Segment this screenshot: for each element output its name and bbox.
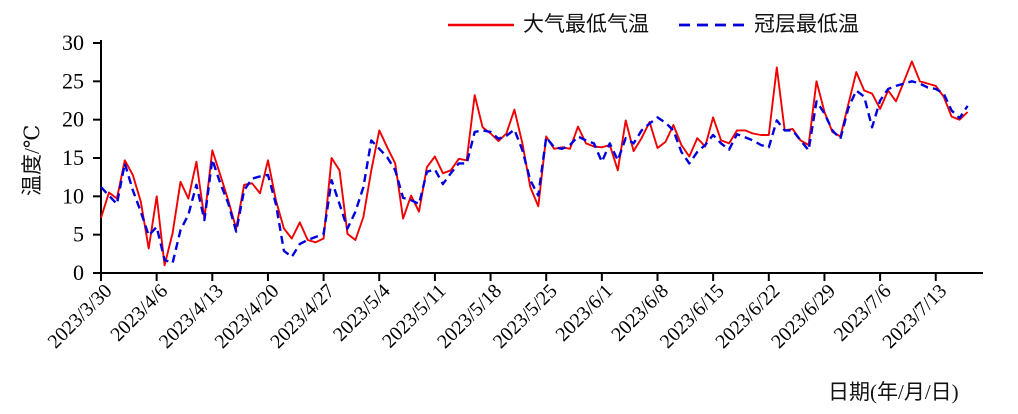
y-tick-label: 20 (62, 107, 84, 132)
legend-label-canopy-min-temp: 冠层最低温 (754, 12, 859, 36)
y-tick-label: 0 (73, 260, 84, 285)
y-tick-label: 15 (62, 145, 84, 170)
series-line-canopy-min-temp (100, 80, 969, 265)
y-tick-label: 10 (62, 183, 84, 208)
y-tick-label: 25 (62, 68, 84, 93)
red-solid-line-icon (448, 23, 514, 26)
legend: 大气最低气温 冠层最低温 (448, 14, 859, 35)
y-tick-label: 5 (73, 222, 84, 247)
x-tick-label: 2023/6/1 (552, 280, 618, 346)
legend-item-air-min-temp: 大气最低气温 (448, 14, 649, 35)
y-tick-label: 30 (62, 30, 84, 55)
legend-item-canopy-min-temp: 冠层最低温 (679, 14, 859, 35)
blue-dashed-line-icon (679, 23, 745, 26)
y-axis-title: 温度/℃ (20, 124, 44, 196)
x-axis-title: 日期(年/月/日) (828, 380, 959, 404)
series-line-air-min-temp (100, 60, 969, 267)
x-tick-label: 2023/3/30 (44, 280, 117, 353)
legend-label-air-min-temp: 大气最低气温 (523, 12, 649, 36)
